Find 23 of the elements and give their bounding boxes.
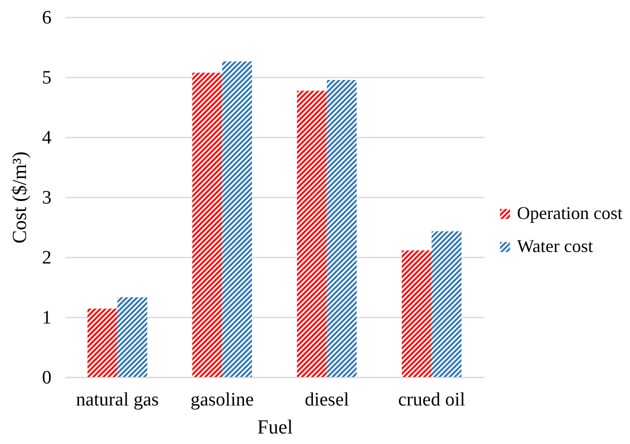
y-tick-label: 0 xyxy=(42,368,52,388)
y-tick-label: 2 xyxy=(42,248,52,268)
y-tick-label: 6 xyxy=(42,8,52,28)
bar xyxy=(222,61,252,377)
x-tick-label: crued oil xyxy=(398,390,466,410)
y-tick-label: 4 xyxy=(42,128,52,148)
bar xyxy=(402,250,432,377)
bar xyxy=(432,231,462,377)
x-tick-label: diesel xyxy=(304,390,350,410)
bar xyxy=(326,80,357,377)
y-axis-title: Cost ($/m³) xyxy=(9,151,31,244)
x-axis-title: Fuel xyxy=(257,416,294,438)
legend-label: Water cost xyxy=(517,236,594,256)
bar xyxy=(117,297,148,377)
legend-label: Operation cost xyxy=(517,203,622,223)
bar xyxy=(297,90,327,377)
x-tick-label: natural gas xyxy=(76,390,159,410)
y-tick-label: 5 xyxy=(42,68,52,88)
bar xyxy=(88,308,118,377)
x-tick-label: gasoline xyxy=(190,390,254,410)
bar xyxy=(192,72,222,377)
y-tick-label: 3 xyxy=(42,188,52,208)
y-tick-label: 1 xyxy=(42,308,52,328)
